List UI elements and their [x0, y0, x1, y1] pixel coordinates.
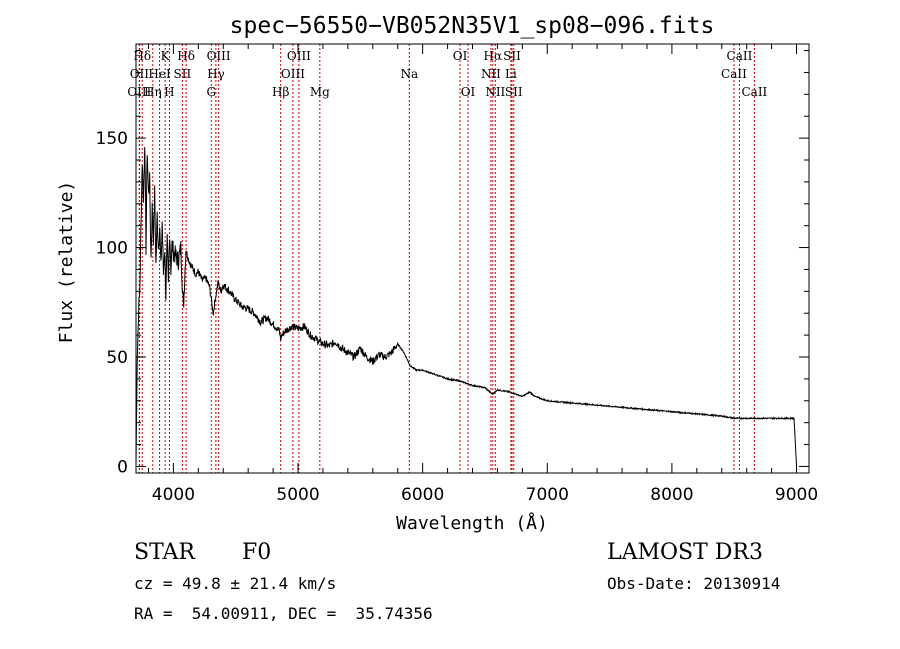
spectral-line-label: Mg — [310, 85, 330, 99]
spectral-line-label: NII — [481, 67, 501, 81]
x-tick-label: 6000 — [401, 485, 444, 505]
spectral-line-label: CaII — [727, 49, 753, 63]
spectral-line-label: CaII — [741, 85, 767, 99]
spectral-line-label: OII — [130, 67, 150, 81]
spectral-line-label: Hδ — [133, 49, 151, 63]
x-tick-label: 7000 — [526, 485, 569, 505]
x-axis-label: Wavelength (Å) — [396, 512, 548, 534]
spectral-line-label: SII — [505, 85, 523, 99]
spectral-line-label: Hγ — [207, 67, 225, 81]
spectral-line-label: OIII — [287, 49, 311, 63]
spectrum-line — [135, 146, 797, 467]
spectral-line-label: OI — [461, 85, 476, 99]
y-tick-label: 150 — [96, 129, 128, 149]
x-axis-ticks: 4000 5000 6000 7000 8000 9000 — [147, 44, 818, 505]
x-tick-label: 5000 — [276, 485, 319, 505]
spectral-line-label: G — [206, 85, 216, 99]
y-tick-label: 0 — [117, 457, 128, 477]
plot-frame — [135, 43, 810, 474]
spectral-line-label: Hα — [484, 49, 503, 63]
spectral-line-label: NII — [485, 85, 505, 99]
object-subclass: F0 — [242, 540, 272, 565]
survey-name: LAMOST DR3 — [607, 540, 763, 565]
y-axis-ticks: 0 50 100 150 — [96, 50, 809, 477]
spectral-line-label: OIII — [207, 49, 231, 63]
spectral-line-label: SII — [174, 67, 192, 81]
x-tick-label: 9000 — [775, 485, 818, 505]
redshift-value: cz = 49.8 ± 21.4 km/s — [134, 574, 337, 593]
y-axis-label: Flux (relative) — [56, 181, 77, 344]
spectral-line-label: Na — [400, 67, 418, 81]
x-tick-label: 8000 — [650, 485, 693, 505]
x-tick-label: 4000 — [152, 485, 195, 505]
y-tick-label: 100 — [96, 239, 128, 259]
spectral-line-label: Hη — [144, 85, 162, 99]
spectral-line-label: Hβ — [272, 85, 289, 99]
chart-title: spec−56550−VB052N35V1_sp08−096.fits — [230, 13, 715, 39]
spectral-line-label: CaII — [721, 67, 747, 81]
spectral-line-label: SII — [503, 49, 521, 63]
spectral-line-label: OI — [453, 49, 468, 63]
spectral-line-label: H — [164, 85, 174, 99]
spectral-line-label: Hδ — [177, 49, 195, 63]
spectral-line-markers — [138, 44, 755, 473]
y-tick-label: 50 — [106, 348, 128, 368]
spectral-line-label: K — [161, 49, 171, 63]
coordinates: RA = 54.00911, DEC = 35.74356 — [134, 604, 433, 623]
spectral-line-label: OIII — [281, 67, 305, 81]
object-class: STAR — [134, 540, 195, 565]
spectral-line-label: OIII — [127, 85, 151, 99]
spectral-line-label: Li — [505, 67, 517, 81]
spectral-line-label: HeI — [148, 67, 171, 81]
observation-date: Obs-Date: 20130914 — [607, 574, 781, 593]
